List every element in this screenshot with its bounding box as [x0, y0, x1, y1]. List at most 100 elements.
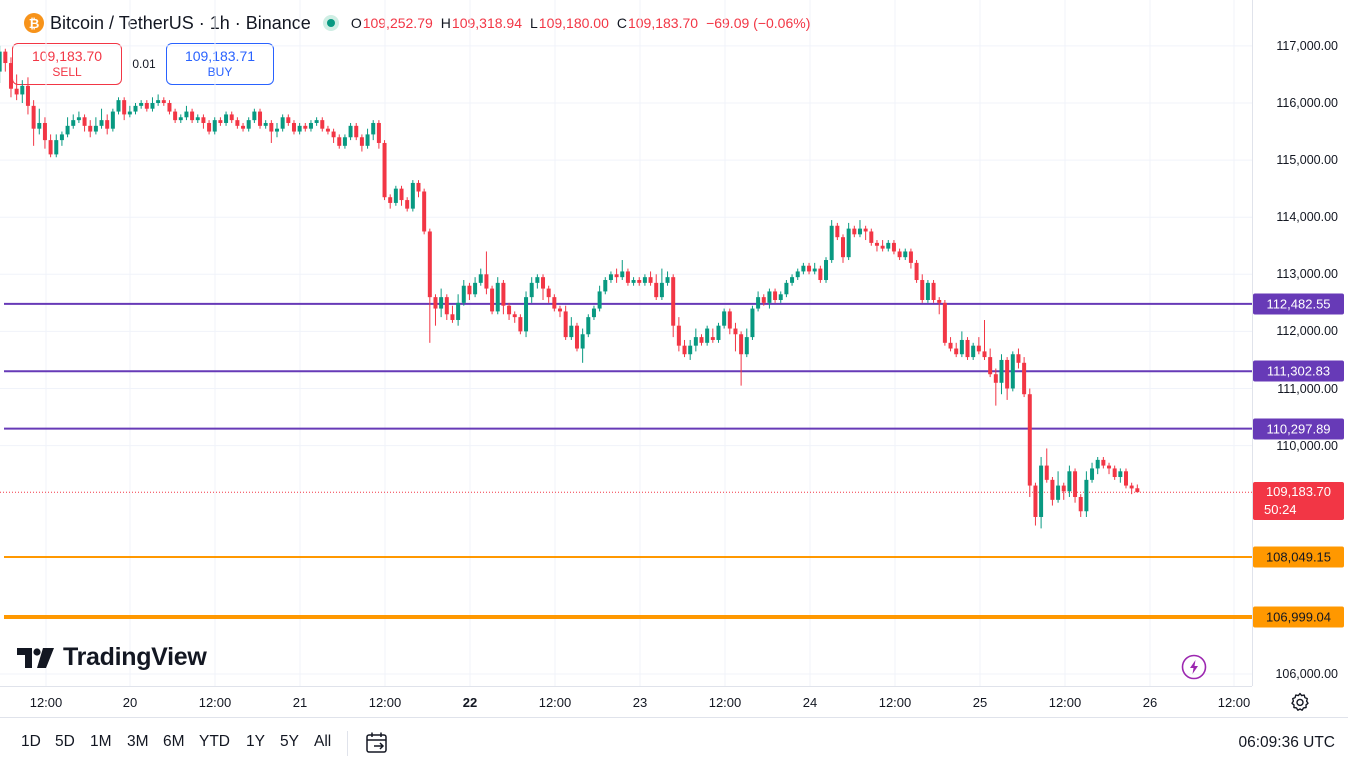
candlestick-chart[interactable] [0, 0, 1252, 686]
candle-body [931, 282, 936, 300]
ohlc-open-key: O [350, 15, 362, 31]
candle [897, 248, 902, 261]
level-price-label[interactable]: 111,302.83 [1253, 360, 1344, 382]
market-status-icon[interactable] [322, 15, 339, 31]
horizontal-levels [0, 302, 1252, 619]
time-tick-label: 21 [292, 695, 308, 710]
candle [648, 271, 653, 286]
candle [807, 262, 812, 275]
range-1m-button[interactable]: 1M [90, 733, 112, 750]
symbol-title[interactable]: Bitcoin / TetherUS · 1h · Binance [50, 12, 311, 33]
range-5y-button[interactable]: 5Y [280, 733, 299, 750]
range-all-button[interactable]: All [314, 733, 332, 750]
range-1y-button[interactable]: 1Y [246, 733, 265, 750]
candle-body [965, 339, 970, 358]
candle [393, 185, 398, 206]
candle [65, 117, 70, 138]
time-tick-label: 22 [462, 695, 478, 710]
ohlc-low-value: 109,180.00 [538, 15, 609, 31]
candle-body [484, 274, 489, 289]
price-tick-label: 106,000.00 [1275, 667, 1338, 681]
candle-body [224, 114, 229, 123]
candle-body [1050, 479, 1055, 500]
candle-body [603, 280, 608, 292]
candle [580, 328, 585, 363]
price-tick-label: 111,000.00 [1277, 381, 1338, 396]
level-price-label[interactable]: 108,049.15 [1253, 546, 1344, 568]
candle [835, 222, 840, 241]
chart-settings-icon[interactable] [1288, 690, 1312, 714]
candle-body [99, 120, 104, 126]
candle [456, 294, 461, 326]
range-1d-button[interactable]: 1D [21, 733, 41, 750]
candle-body [552, 297, 557, 309]
price-tick-label: 116,000.00 [1276, 96, 1338, 110]
candle-body [869, 231, 874, 243]
candle [1022, 357, 1027, 398]
candle-body [818, 268, 823, 281]
candle-body [37, 122, 42, 129]
sell-button[interactable]: 109,183.70 SELL [12, 43, 122, 85]
candle [325, 125, 330, 135]
tradingview-logo-text: TradingView [63, 643, 207, 671]
candle [857, 220, 862, 238]
time-tick-label: 12:00 [29, 695, 63, 710]
candle-body [795, 271, 800, 278]
range-3m-button[interactable]: 3M [127, 733, 149, 750]
time-axis[interactable]: 12:00 20 12:00 21 12:00 22 12:00 23 12:00 24 12:00… [0, 686, 1252, 716]
candle-body [54, 140, 59, 155]
candle [886, 240, 891, 252]
candle [269, 120, 274, 143]
candle-body [59, 134, 64, 141]
candle-body [42, 122, 47, 141]
candle-body [659, 282, 664, 298]
candle [76, 111, 81, 123]
candle [31, 100, 36, 146]
candle-body [235, 120, 240, 126]
candle [144, 100, 149, 112]
candle [767, 288, 772, 309]
candle-body [1056, 485, 1061, 500]
candle [999, 354, 1004, 395]
utc-clock[interactable]: 06:09:36 UTC [1238, 734, 1336, 751]
price-axis[interactable]: 117,000.00 116,000.00 115,000.00 114,000.00… [1252, 0, 1348, 686]
candle [1067, 465, 1072, 497]
range-6m-button[interactable]: 6M [163, 733, 185, 750]
candle-body [201, 117, 206, 123]
current-price-value: 109,183.70 [1265, 484, 1332, 500]
chart-header: ₿ Bitcoin / TetherUS · 1h · Binance O 10… [4, 9, 818, 37]
candle [286, 114, 291, 126]
candle [1010, 351, 1015, 392]
level-price-label[interactable]: 110,297.89 [1253, 418, 1344, 440]
candle-body [693, 337, 698, 346]
candle [671, 274, 676, 338]
candle-body [82, 117, 87, 126]
tradingview-logo[interactable]: TradingView [17, 643, 207, 672]
candle [116, 97, 121, 115]
candle [342, 134, 347, 149]
candle [331, 128, 336, 143]
candle-body [490, 288, 495, 312]
price-tick-label: 117,000.00 [1276, 38, 1338, 53]
candle [376, 120, 381, 149]
candle [993, 368, 998, 406]
level-price-label[interactable]: 106,999.04 [1253, 606, 1344, 628]
buy-button[interactable]: 109,183.71 BUY [166, 43, 274, 85]
chart-pane[interactable] [0, 0, 1252, 686]
candle [654, 274, 659, 300]
candle-body [597, 291, 602, 309]
candle [122, 97, 127, 121]
candle-body [297, 125, 302, 132]
candle-body [750, 308, 755, 338]
candle [778, 291, 783, 303]
range-ytd-button[interactable]: YTD [199, 733, 230, 750]
go-to-date-icon[interactable] [364, 730, 390, 756]
candle-body [569, 325, 574, 338]
candle-body [156, 100, 161, 103]
lightning-icon[interactable] [1181, 654, 1207, 680]
candle-body [976, 345, 981, 352]
level-price-label[interactable]: 112,482.55 [1253, 293, 1344, 315]
candle [1090, 462, 1095, 483]
range-5d-button[interactable]: 5D [55, 733, 75, 750]
current-price-label[interactable]: 109,183.70 50:24 [1253, 482, 1344, 521]
